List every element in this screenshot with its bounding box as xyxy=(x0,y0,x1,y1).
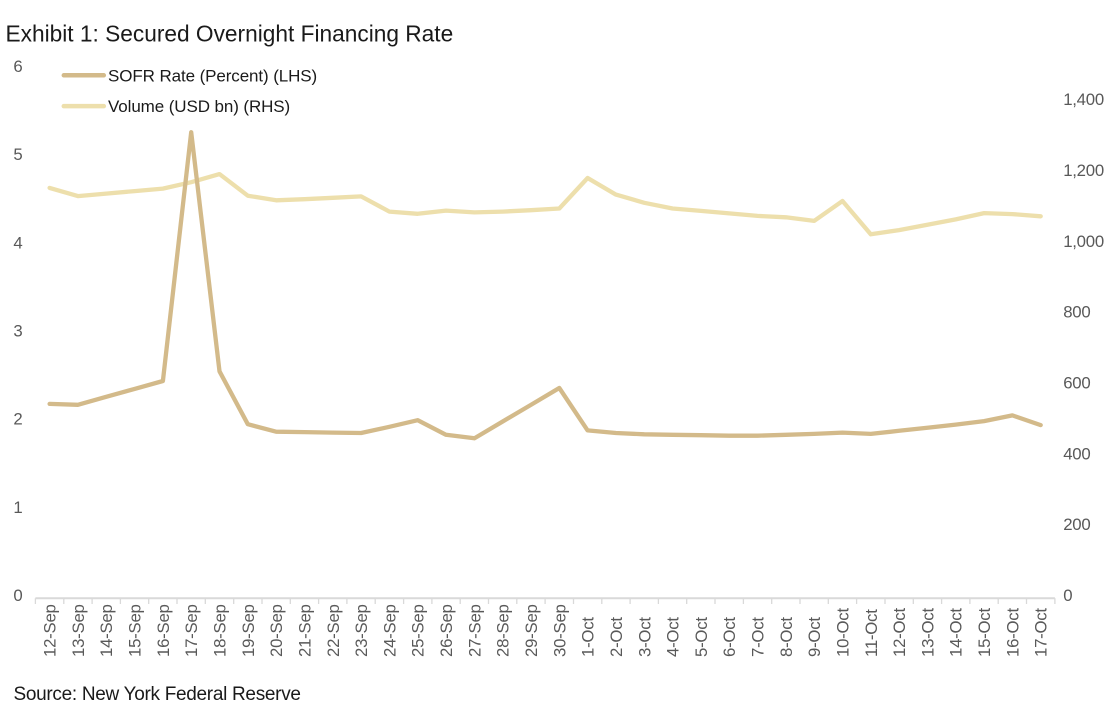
svg-text:13-Oct: 13-Oct xyxy=(918,608,937,657)
svg-text:1,200: 1,200 xyxy=(1063,161,1104,180)
svg-text:5: 5 xyxy=(13,145,22,164)
svg-text:15-Oct: 15-Oct xyxy=(975,608,994,657)
svg-text:4-Oct: 4-Oct xyxy=(664,617,683,657)
svg-text:23-Sep: 23-Sep xyxy=(352,604,371,657)
svg-text:9-Oct: 9-Oct xyxy=(805,617,824,657)
svg-text:25-Sep: 25-Sep xyxy=(409,604,428,657)
svg-text:3: 3 xyxy=(13,322,22,341)
svg-text:5-Oct: 5-Oct xyxy=(692,617,711,657)
svg-text:1,000: 1,000 xyxy=(1063,232,1104,251)
svg-text:27-Sep: 27-Sep xyxy=(465,604,484,657)
svg-text:400: 400 xyxy=(1063,444,1090,463)
svg-text:11-Oct: 11-Oct xyxy=(862,609,881,657)
svg-text:Exhibit 1: Secured Overnight F: Exhibit 1: Secured Overnight Financing R… xyxy=(6,21,454,47)
svg-text:30-Sep: 30-Sep xyxy=(550,604,569,657)
svg-text:SOFR Rate (Percent) (LHS): SOFR Rate (Percent) (LHS) xyxy=(108,66,317,85)
svg-text:2: 2 xyxy=(13,410,22,429)
svg-text:28-Sep: 28-Sep xyxy=(494,604,513,657)
svg-text:Source: New York Federal Reser: Source: New York Federal Reserve xyxy=(14,684,301,705)
svg-text:29-Sep: 29-Sep xyxy=(522,604,541,657)
svg-text:1-Oct: 1-Oct xyxy=(579,617,598,657)
svg-text:26-Sep: 26-Sep xyxy=(437,604,456,657)
svg-text:20-Sep: 20-Sep xyxy=(267,604,286,657)
svg-text:800: 800 xyxy=(1063,303,1090,322)
svg-text:0: 0 xyxy=(13,586,22,605)
svg-text:6-Oct: 6-Oct xyxy=(720,617,739,657)
svg-text:200: 200 xyxy=(1063,515,1090,534)
svg-text:16-Sep: 16-Sep xyxy=(154,604,173,657)
svg-text:4: 4 xyxy=(13,233,22,252)
svg-text:18-Sep: 18-Sep xyxy=(211,604,230,657)
svg-text:0: 0 xyxy=(1063,586,1072,605)
svg-text:24-Sep: 24-Sep xyxy=(380,604,399,657)
svg-text:12-Sep: 12-Sep xyxy=(41,604,60,657)
svg-text:8-Oct: 8-Oct xyxy=(777,617,796,657)
svg-text:21-Sep: 21-Sep xyxy=(296,604,315,657)
svg-text:12-Oct: 12-Oct xyxy=(890,608,909,657)
svg-text:3-Oct: 3-Oct xyxy=(635,617,654,657)
svg-text:600: 600 xyxy=(1063,374,1090,393)
svg-text:2-Oct: 2-Oct xyxy=(607,617,626,657)
svg-text:6: 6 xyxy=(13,57,22,76)
svg-text:15-Sep: 15-Sep xyxy=(126,604,145,657)
svg-text:1: 1 xyxy=(13,498,22,517)
svg-text:14-Oct: 14-Oct xyxy=(947,608,966,657)
svg-text:16-Oct: 16-Oct xyxy=(1003,608,1022,657)
svg-text:22-Sep: 22-Sep xyxy=(324,604,343,657)
svg-text:7-Oct: 7-Oct xyxy=(749,617,768,657)
svg-text:17-Oct: 17-Oct xyxy=(1032,608,1051,657)
svg-text:Volume (USD bn) (RHS): Volume (USD bn) (RHS) xyxy=(108,97,290,116)
svg-text:13-Sep: 13-Sep xyxy=(69,604,88,657)
svg-text:17-Sep: 17-Sep xyxy=(182,604,201,657)
svg-text:14-Sep: 14-Sep xyxy=(97,604,116,657)
svg-text:10-Oct: 10-Oct xyxy=(834,608,853,657)
svg-text:19-Sep: 19-Sep xyxy=(239,604,258,657)
svg-text:1,400: 1,400 xyxy=(1063,90,1104,109)
